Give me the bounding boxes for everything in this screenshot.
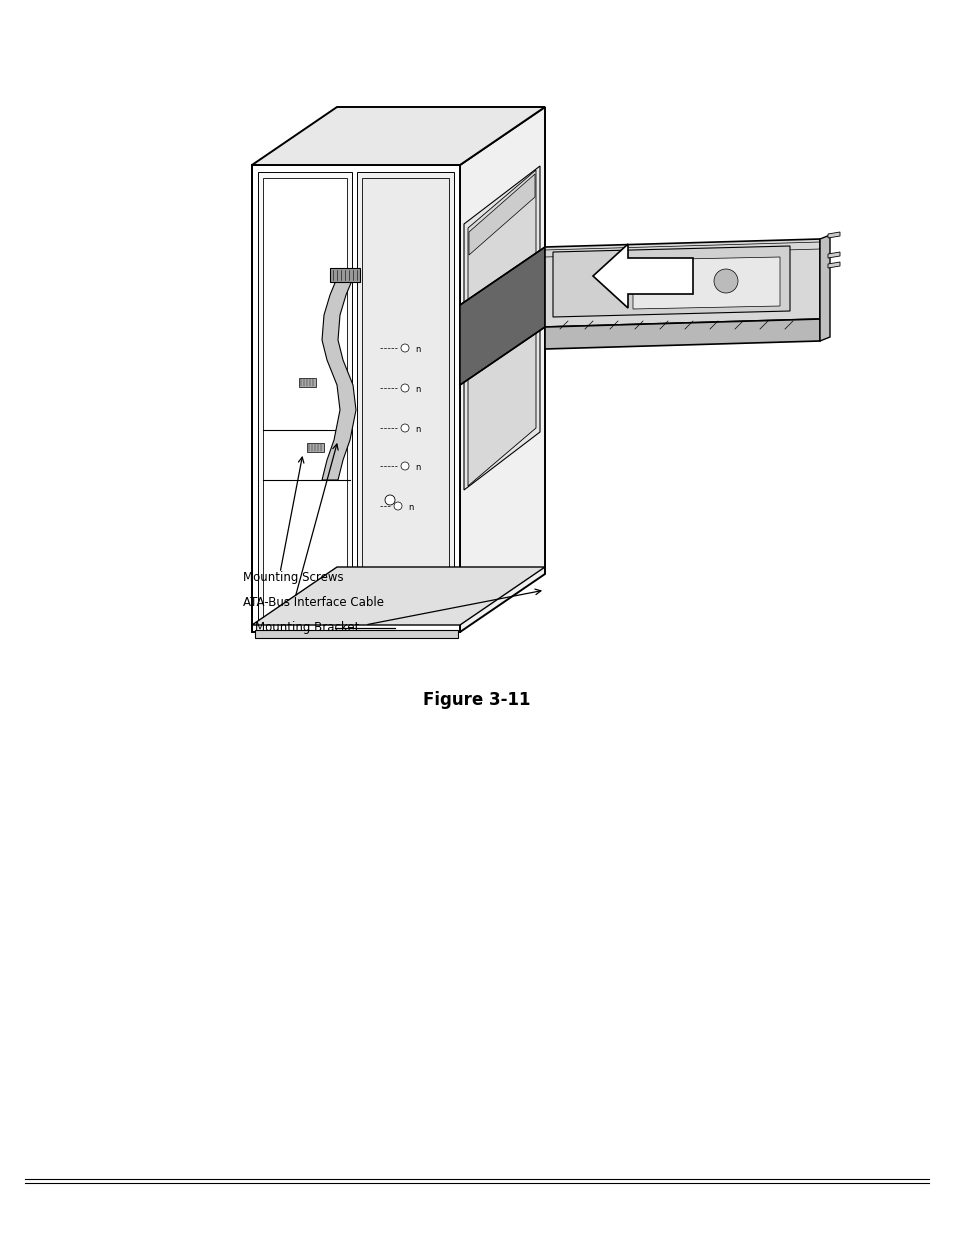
Polygon shape — [263, 178, 347, 618]
Polygon shape — [593, 245, 692, 308]
Circle shape — [400, 424, 409, 432]
Polygon shape — [820, 235, 829, 341]
Circle shape — [713, 269, 738, 293]
Text: n: n — [415, 384, 420, 394]
Text: Mounting Screws: Mounting Screws — [243, 572, 343, 584]
Polygon shape — [827, 262, 840, 268]
Text: n: n — [415, 425, 420, 433]
Circle shape — [400, 345, 409, 352]
Polygon shape — [252, 107, 544, 165]
Text: Figure 3-11: Figure 3-11 — [423, 692, 530, 709]
Polygon shape — [257, 172, 352, 624]
Circle shape — [400, 462, 409, 471]
Polygon shape — [322, 278, 355, 480]
Text: n: n — [408, 503, 413, 511]
Polygon shape — [469, 174, 535, 254]
Polygon shape — [468, 170, 536, 487]
Polygon shape — [827, 232, 840, 238]
Polygon shape — [252, 567, 544, 625]
Polygon shape — [254, 630, 457, 638]
Polygon shape — [633, 257, 780, 309]
Text: ATA-Bus Interface Cable: ATA-Bus Interface Cable — [243, 597, 384, 610]
Text: Mounting Bracket: Mounting Bracket — [254, 621, 359, 635]
Text: n: n — [415, 462, 420, 472]
Polygon shape — [330, 268, 359, 282]
Polygon shape — [361, 178, 449, 618]
Polygon shape — [298, 378, 315, 387]
Circle shape — [385, 495, 395, 505]
Circle shape — [394, 501, 401, 510]
Polygon shape — [459, 247, 544, 385]
Polygon shape — [544, 319, 820, 350]
Circle shape — [400, 384, 409, 391]
Polygon shape — [459, 107, 544, 632]
Polygon shape — [544, 240, 820, 327]
Polygon shape — [827, 252, 840, 258]
Polygon shape — [356, 172, 454, 624]
Polygon shape — [307, 443, 324, 452]
Text: n: n — [415, 345, 420, 353]
Polygon shape — [463, 165, 539, 490]
Polygon shape — [553, 246, 789, 317]
Polygon shape — [252, 165, 459, 632]
Polygon shape — [263, 182, 350, 615]
